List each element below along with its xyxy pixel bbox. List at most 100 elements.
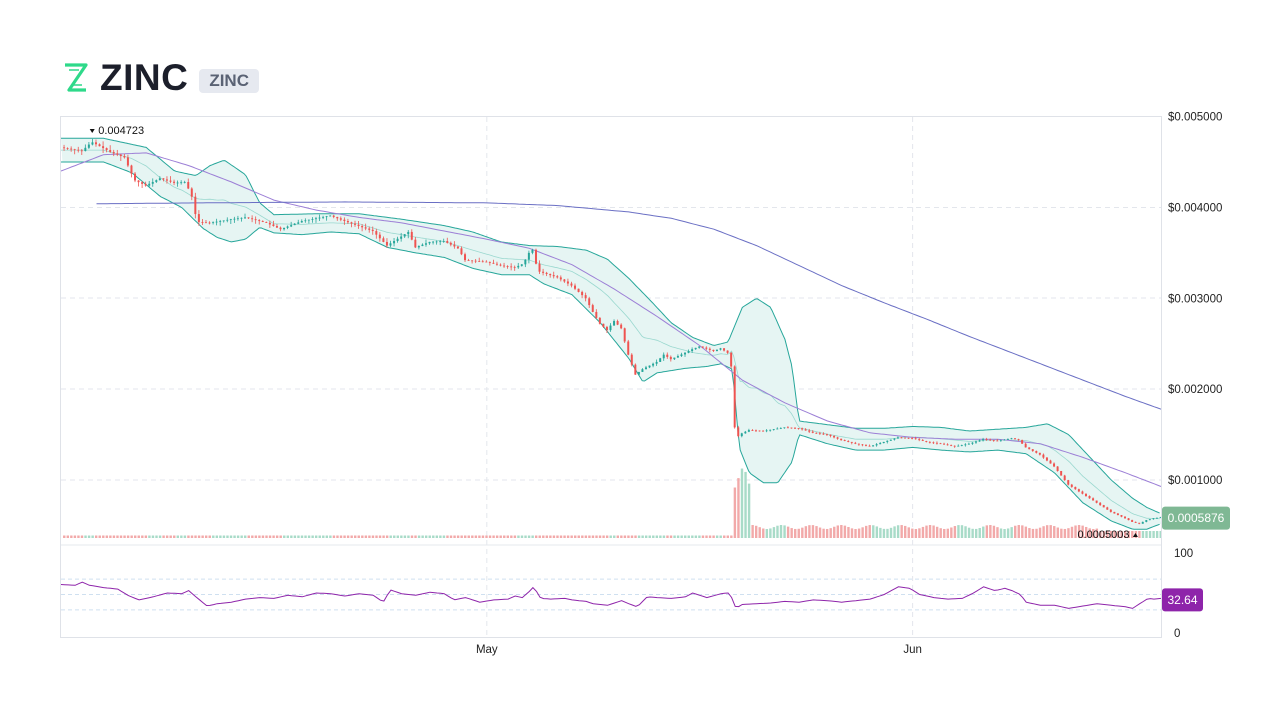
volume-bar xyxy=(102,535,105,538)
volume-bar xyxy=(531,535,534,538)
plot-border xyxy=(60,116,1162,638)
candle xyxy=(87,141,90,149)
volume-bar xyxy=(822,528,825,538)
volume-bar xyxy=(705,535,708,538)
candle xyxy=(893,438,896,441)
candle xyxy=(488,261,491,266)
volume-bar xyxy=(322,535,325,538)
volume-bar xyxy=(244,535,247,538)
candle xyxy=(904,437,907,439)
candle xyxy=(772,429,775,431)
volume-bar xyxy=(119,535,123,538)
volume-bar xyxy=(148,535,151,538)
candle xyxy=(950,444,953,447)
candle xyxy=(1155,517,1158,519)
candle xyxy=(119,153,122,161)
volume-bar xyxy=(169,535,172,538)
candle xyxy=(173,179,176,186)
volume-bar xyxy=(187,535,190,538)
volume-bar xyxy=(389,535,392,538)
volume-bar xyxy=(314,535,318,538)
volume-bar xyxy=(190,535,194,538)
candle xyxy=(495,261,498,266)
candle xyxy=(715,349,718,352)
volume-bar xyxy=(648,535,651,538)
volume-bar xyxy=(70,535,73,538)
rsi-line xyxy=(60,581,1162,609)
candle xyxy=(776,427,779,430)
volume-bar xyxy=(105,535,109,538)
volume-bar xyxy=(815,526,818,538)
volume-bar xyxy=(343,535,346,538)
candle xyxy=(723,347,726,352)
candle xyxy=(588,296,591,308)
candle xyxy=(1056,466,1059,472)
candle xyxy=(747,428,750,433)
candle xyxy=(141,181,144,189)
candle xyxy=(758,430,761,432)
candle xyxy=(964,443,967,447)
volume-bar xyxy=(1102,531,1106,538)
candle xyxy=(854,441,857,445)
candle xyxy=(1145,519,1148,523)
volume-bar xyxy=(637,535,641,538)
candle xyxy=(126,154,129,168)
volume-bar xyxy=(730,535,733,538)
candle xyxy=(740,432,743,438)
candle xyxy=(644,365,647,370)
candle xyxy=(91,138,94,146)
candle xyxy=(794,427,797,430)
candle xyxy=(325,215,328,221)
volume-bar xyxy=(999,528,1003,538)
volume-bar xyxy=(417,535,421,538)
candle xyxy=(354,220,357,227)
volume-bar xyxy=(769,528,772,538)
volume-bar xyxy=(687,535,690,538)
volume-bar xyxy=(953,526,957,538)
volume-bar xyxy=(1035,528,1038,538)
volume-bar xyxy=(261,535,265,538)
volume-bar xyxy=(212,535,215,538)
volume-bar xyxy=(825,528,829,538)
volume-bar xyxy=(137,535,140,538)
candle xyxy=(932,441,935,445)
volume-bar xyxy=(442,535,446,538)
candle xyxy=(1113,511,1116,514)
volume-bar xyxy=(925,525,928,538)
candle xyxy=(1148,519,1151,521)
volume-bar xyxy=(272,535,275,538)
volume-bar xyxy=(368,535,371,538)
volume-histogram xyxy=(63,468,1162,538)
candle xyxy=(570,281,573,288)
candle xyxy=(946,443,949,446)
candle xyxy=(176,180,179,187)
candle xyxy=(364,223,367,231)
volume-bar xyxy=(91,535,94,538)
volume-bar xyxy=(130,535,133,538)
candle xyxy=(1014,438,1017,440)
low-marker-icon xyxy=(1132,533,1138,537)
candle xyxy=(1127,517,1130,521)
volume-bar xyxy=(499,535,502,538)
price-tick-label: $0.002000 xyxy=(1168,384,1222,396)
volume-bar xyxy=(290,535,293,538)
volume-bar xyxy=(879,527,882,538)
volume-bar xyxy=(254,535,258,538)
candle xyxy=(517,262,520,269)
candle xyxy=(861,444,864,447)
volume-bar xyxy=(233,535,236,538)
candle xyxy=(630,353,633,367)
volume-bar xyxy=(456,535,460,538)
candle xyxy=(751,429,754,432)
candle xyxy=(371,226,374,235)
candle xyxy=(1138,522,1141,525)
candle xyxy=(123,153,126,159)
candle xyxy=(992,440,995,442)
candle xyxy=(921,438,924,442)
candle xyxy=(332,214,335,219)
volume-bar xyxy=(772,527,776,538)
candle xyxy=(304,218,307,223)
candle xyxy=(1106,506,1109,510)
candle xyxy=(811,430,814,434)
